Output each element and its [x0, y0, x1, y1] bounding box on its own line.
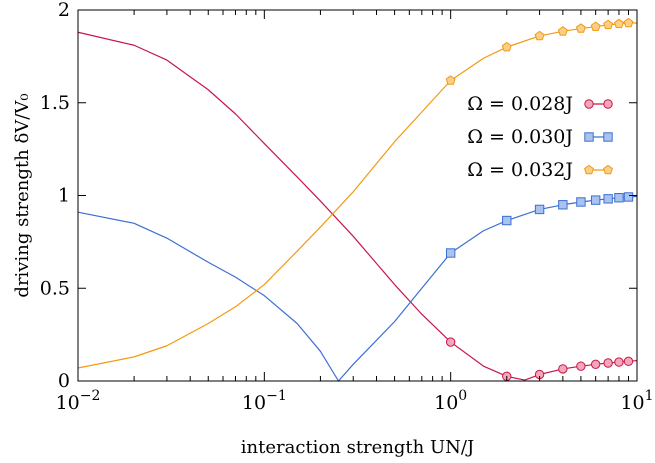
- y-tick-label: 2: [58, 0, 70, 21]
- data-point-2: [502, 215, 512, 226]
- series-line-2: [77, 195, 638, 382]
- data-point-2: [614, 193, 624, 203]
- data-point-3: [590, 21, 601, 31]
- data-point-3: [575, 23, 586, 33]
- data-point-1: [576, 361, 586, 371]
- legend-marker-3: [603, 164, 613, 175]
- data-point-1: [614, 357, 624, 367]
- data-point-3: [501, 41, 512, 52]
- x-tick-label: 100: [434, 388, 467, 414]
- data-point-2: [576, 197, 586, 207]
- legend-label-3: Ω = 0.032J: [467, 159, 573, 181]
- y-tick-label: 0: [58, 370, 70, 392]
- data-point-2: [590, 195, 601, 205]
- data-point-3: [603, 19, 614, 30]
- y-tick-label: 1: [58, 185, 70, 207]
- data-point-1: [445, 337, 456, 347]
- axis-tick-labels: 0 0.5 1 1.5 2 10−2 10−1 100 101: [40, 0, 654, 414]
- y-axis-label: driving strength δV/V₀: [12, 93, 33, 297]
- data-point-2: [558, 200, 568, 210]
- data-point-2: [603, 194, 613, 204]
- data-point-1: [623, 356, 634, 367]
- data-point-1: [558, 364, 568, 374]
- y-tick-label: 0.5: [40, 277, 70, 299]
- legend-label-1: Ω = 0.028J: [467, 93, 573, 115]
- x-axis-label: interaction strength UN/J: [241, 437, 474, 458]
- data-point-3: [534, 30, 545, 41]
- axis-ticks: [77, 9, 638, 382]
- x-tick-label: 10−2: [56, 388, 101, 414]
- x-tick-label: 10−1: [242, 388, 287, 414]
- legend: Ω = 0.028J Ω = 0.030J Ω = 0.032J: [467, 93, 613, 181]
- data-point-3: [445, 75, 456, 85]
- legend-marker-2: [603, 132, 613, 142]
- y-tick-label: 1.5: [40, 92, 70, 114]
- legend-marker-1: [603, 99, 613, 109]
- series-curves: [77, 22, 638, 382]
- data-point-3: [623, 17, 634, 28]
- series-line-3: [77, 22, 637, 369]
- legend-marker-3: [584, 164, 594, 175]
- plot-frame: [77, 9, 638, 382]
- legend-marker-1: [584, 99, 594, 109]
- legend-marker-2: [584, 132, 594, 142]
- data-point-3: [557, 26, 568, 36]
- x-tick-label: 101: [620, 388, 653, 414]
- series-markers: [445, 17, 634, 382]
- data-point-1: [590, 359, 601, 370]
- data-point-3: [613, 18, 624, 29]
- data-point-2: [534, 204, 545, 215]
- data-point-2: [623, 192, 634, 202]
- legend-label-2: Ω = 0.030J: [467, 126, 573, 148]
- data-point-2: [445, 248, 456, 258]
- data-point-1: [603, 358, 613, 368]
